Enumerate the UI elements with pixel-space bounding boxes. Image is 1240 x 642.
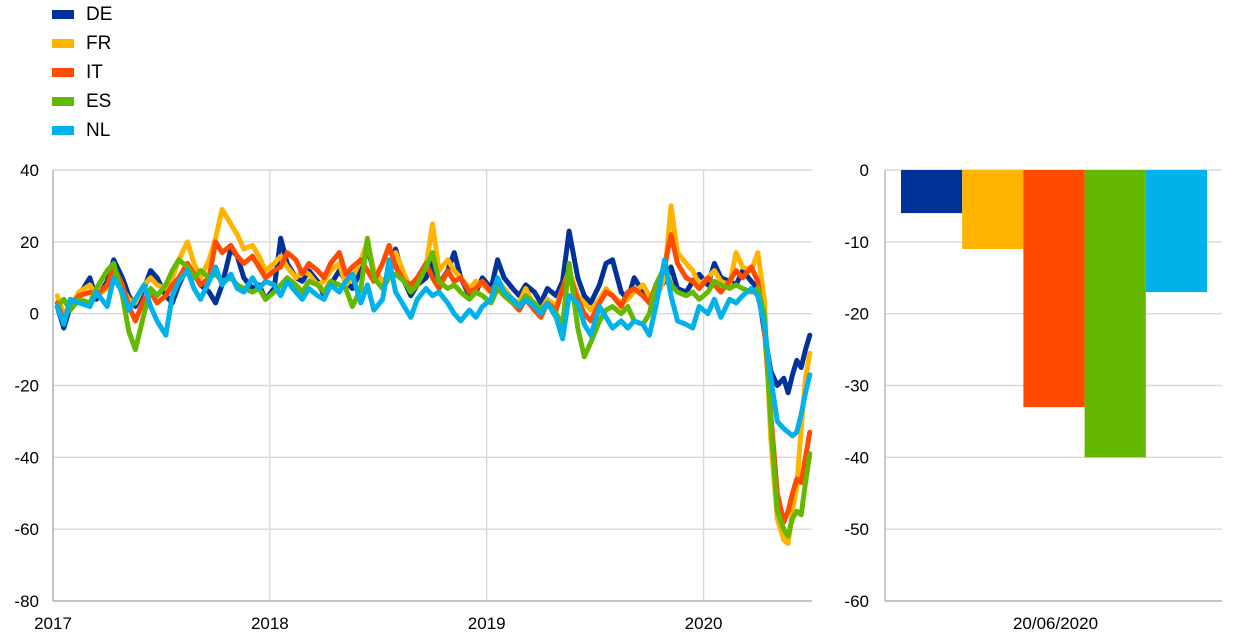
bar-y-tick-label: -20 [844, 305, 869, 324]
chart-legend: DE FR IT ES NL [52, 0, 112, 145]
legend-label-de: DE [86, 3, 113, 25]
line-y-tick-label: 0 [30, 305, 39, 324]
legend-swatch-es [52, 97, 74, 106]
bar-category-label: 20/06/2020 [1013, 614, 1098, 633]
line-y-tick-label: 40 [20, 161, 39, 180]
bar-nl [1145, 170, 1207, 293]
legend-swatch-nl [52, 126, 74, 135]
bar-y-tick-label: -60 [844, 592, 869, 611]
legend-item-fr: FR [52, 29, 112, 58]
line-chart-axes [52, 170, 812, 602]
bar-de [901, 170, 963, 214]
bar-y-tick-label: -50 [844, 520, 869, 539]
bar-chart-ticks: 0 -10 -20 -30 -40 -50 -60 20/06/2020 [844, 161, 1098, 633]
bar-it [1023, 170, 1085, 408]
line-y-tick-label: -60 [14, 520, 39, 539]
legend-swatch-de [52, 10, 74, 19]
legend-item-de: DE [52, 0, 112, 29]
bar-chart-axes [884, 170, 1222, 602]
line-series-nl [54, 257, 813, 439]
line-y-tick-label: -20 [14, 377, 39, 396]
bar-y-tick-label: -10 [844, 233, 869, 252]
line-x-tick-label: 2019 [468, 614, 506, 633]
line-chart-series [54, 203, 813, 546]
legend-label-nl: NL [86, 119, 111, 141]
legend-item-es: ES [52, 87, 112, 116]
bar-chart-bars [901, 170, 1207, 458]
legend-label-es: ES [86, 90, 112, 112]
bar-y-tick-label: -40 [844, 448, 869, 467]
line-y-tick-label: -80 [14, 592, 39, 611]
line-series-es [54, 235, 813, 539]
legend-label-fr: FR [86, 32, 112, 54]
legend-swatch-fr [52, 39, 74, 48]
line-x-tick-label: 2020 [685, 614, 723, 633]
line-x-tick-label: 2017 [34, 614, 72, 633]
bar-y-tick-label: 0 [860, 161, 869, 180]
legend-swatch-it [52, 68, 74, 77]
line-y-tick-label: 20 [20, 233, 39, 252]
legend-label-it: IT [86, 61, 103, 83]
legend-item-it: IT [52, 58, 112, 87]
legend-item-nl: NL [52, 116, 112, 145]
line-y-tick-label: -40 [14, 448, 39, 467]
line-chart-ticks: 40 20 0 -20 -40 -60 -80 2017 2018 2019 2020 [14, 161, 722, 633]
bar-es [1084, 170, 1146, 458]
bar-y-tick-label: -30 [844, 377, 869, 396]
bar-fr [962, 170, 1024, 249]
line-x-tick-label: 2018 [251, 614, 289, 633]
